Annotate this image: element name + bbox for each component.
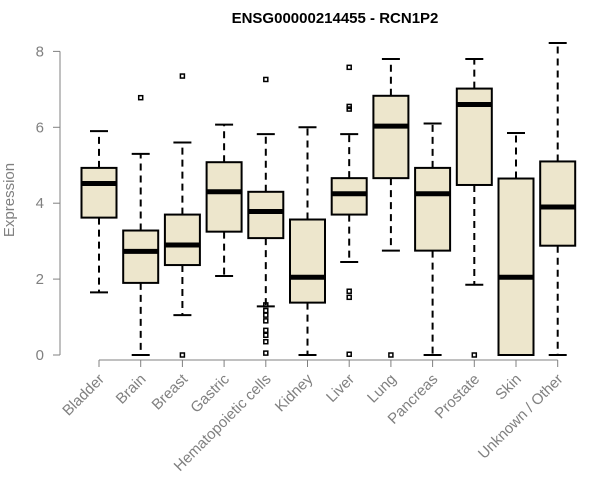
outlier-point	[263, 307, 269, 314]
outlier-point	[263, 318, 269, 324]
x-tick-label-lung: Lung	[364, 371, 400, 407]
y-tick-label: 2	[36, 271, 44, 288]
outlier-point	[346, 64, 352, 71]
outlier-point	[137, 94, 144, 101]
x-tick-label-skin: Skin	[492, 371, 525, 404]
iqr-box	[289, 218, 326, 304]
outlier-point	[263, 76, 269, 83]
outlier-point	[346, 351, 352, 357]
box-skin	[497, 131, 535, 356]
iqr-box	[205, 161, 243, 233]
x-tick-label-liver: Liver	[323, 371, 358, 406]
box-brain	[122, 94, 160, 356]
box-lung	[372, 57, 410, 358]
outlier-point	[388, 352, 394, 358]
outlier-point	[263, 302, 269, 308]
iqr-box	[247, 190, 285, 240]
chart-title: ENSG00000214455 - RCN1P2	[232, 10, 439, 27]
box-unknown-other	[539, 42, 577, 356]
box-gastric	[205, 123, 243, 278]
iqr-box	[372, 94, 410, 180]
x-tick-label-bladder: Bladder	[59, 371, 108, 420]
box-bladder	[80, 130, 118, 294]
outlier-point	[263, 312, 269, 318]
x-tick-label-prostate: Prostate	[432, 371, 484, 423]
y-axis: 0 2 4 6 8	[36, 43, 61, 364]
y-tick-label: 0	[36, 347, 44, 364]
box-prostate	[455, 57, 493, 358]
x-tick-label-kidney: Kidney	[272, 370, 317, 415]
x-tick-label-brain: Brain	[113, 371, 150, 408]
iqr-box	[539, 160, 577, 247]
box-breast	[163, 73, 201, 358]
x-tick-label-breast: Breast	[149, 370, 192, 413]
outlier-point	[263, 332, 269, 339]
outlier-point	[179, 352, 186, 358]
iqr-box	[80, 166, 118, 219]
iqr-box	[330, 177, 368, 216]
iqr-box	[122, 229, 160, 284]
outlier-point	[346, 294, 352, 301]
iqr-box	[163, 213, 201, 267]
y-tick-label: 6	[36, 119, 44, 136]
iqr-box	[497, 177, 535, 356]
boxes-group	[80, 42, 577, 358]
outlier-point	[263, 327, 269, 334]
outlier-point	[179, 73, 186, 79]
box-liver	[330, 64, 368, 357]
y-tick-label: 4	[36, 195, 44, 212]
box-kidney	[289, 126, 326, 356]
outlier-point	[471, 352, 478, 358]
box-pancreas	[414, 122, 452, 356]
outlier-point	[263, 350, 269, 356]
outlier-point	[346, 106, 352, 112]
y-tick-label: 8	[36, 43, 44, 60]
outlier-point	[346, 288, 352, 294]
box-hematopoietic-cells	[247, 76, 285, 356]
outlier-point	[263, 338, 269, 345]
iqr-box	[414, 166, 452, 252]
y-axis-label: Expression	[1, 163, 18, 237]
